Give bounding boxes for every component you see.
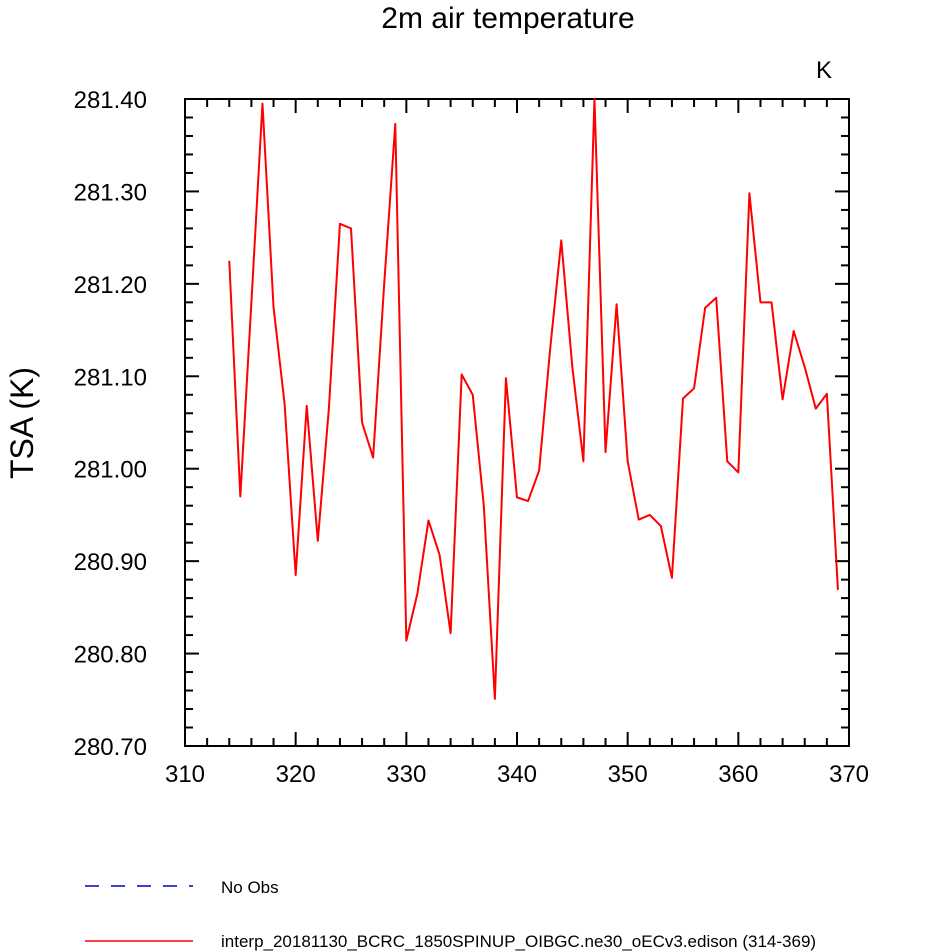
legend-label-model: interp_20181130_BCRC_1850SPINUP_OIBGC.ne… bbox=[221, 932, 816, 951]
chart-title: 2m air temperature bbox=[381, 2, 634, 35]
y-tick-label: 281.40 bbox=[74, 87, 147, 114]
x-tick-label: 360 bbox=[718, 761, 758, 788]
y-tick-label: 281.00 bbox=[74, 457, 147, 484]
y-tick-label: 280.90 bbox=[74, 549, 147, 576]
y-tick-label: 280.70 bbox=[74, 734, 147, 761]
x-tick-label: 350 bbox=[608, 761, 648, 788]
legend: No Obs interp_20181130_BCRC_1850SPINUP_O… bbox=[85, 878, 816, 951]
x-tick-label: 370 bbox=[829, 761, 869, 788]
series-line bbox=[228, 98, 839, 700]
x-tick-label: 340 bbox=[497, 761, 537, 788]
x-tick-labels: 310 320 330 340 350 360 370 bbox=[165, 761, 869, 788]
y-tick-label: 281.30 bbox=[74, 179, 147, 206]
legend-label-no-obs: No Obs bbox=[221, 878, 279, 897]
x-tick-label: 320 bbox=[276, 761, 316, 788]
units-label: K bbox=[816, 57, 832, 84]
x-tick-label: 310 bbox=[165, 761, 205, 788]
y-tick-label: 280.80 bbox=[74, 642, 147, 669]
axis-ticks bbox=[184, 98, 850, 747]
y-tick-label: 281.20 bbox=[74, 272, 147, 299]
data-series bbox=[228, 98, 839, 700]
y-tick-labels: 280.70 280.80 280.90 281.00 281.10 281.20 281.… bbox=[74, 87, 147, 761]
x-tick-label: 330 bbox=[386, 761, 426, 788]
y-axis-label: TSA (K) bbox=[4, 367, 40, 479]
y-tick-label: 281.10 bbox=[74, 364, 147, 391]
